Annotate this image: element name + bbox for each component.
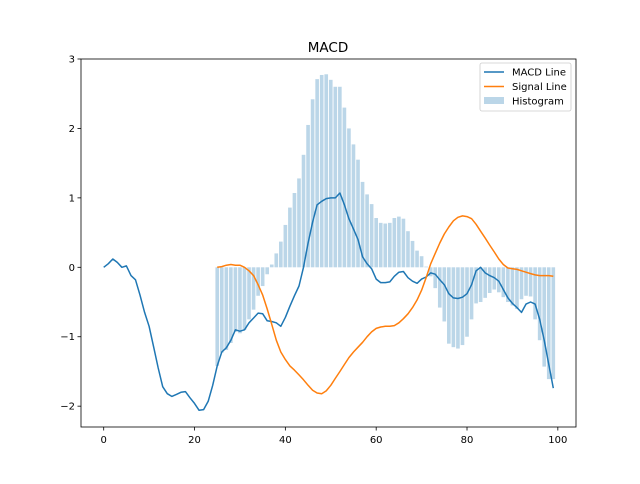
x-tick-label: 60: [370, 435, 383, 446]
legend-label: Histogram: [512, 97, 564, 108]
histogram-bar: [460, 267, 465, 346]
y-tick-label: −1: [60, 332, 75, 343]
macd-line: [103, 192, 555, 412]
histogram-bar: [242, 267, 247, 330]
histogram-bar: [519, 267, 524, 300]
chart-title: MACD: [308, 40, 348, 56]
histogram-bar: [292, 193, 297, 268]
histogram-bar: [537, 267, 542, 341]
histogram-bar: [410, 240, 415, 268]
histogram-bar: [506, 267, 510, 303]
signal-line: [217, 215, 554, 395]
legend-label: Signal Line: [512, 82, 567, 93]
plot-area: [103, 74, 556, 412]
histogram-bar: [310, 99, 315, 268]
y-tick-label: 1: [69, 193, 75, 204]
x-tick-label: 20: [188, 435, 201, 446]
legend-swatch: [484, 97, 504, 104]
histogram-bar: [378, 222, 383, 268]
histogram-bar: [374, 218, 378, 268]
y-tick-label: 0: [69, 263, 75, 274]
histogram-bar: [260, 267, 265, 287]
histogram-bar: [397, 216, 401, 268]
histogram-bar: [238, 267, 242, 334]
histogram-bar: [515, 267, 519, 309]
histogram-bar: [487, 267, 492, 293]
histogram-bar: [288, 207, 292, 268]
histogram-bar: [546, 267, 551, 380]
histogram-bar: [256, 267, 260, 296]
histogram-bar: [215, 267, 220, 366]
histogram-bar: [328, 79, 333, 268]
histogram-bar: [392, 218, 397, 268]
histogram-bar: [224, 267, 229, 350]
histogram-bar: [533, 267, 537, 320]
histogram-bar: [229, 267, 233, 343]
histogram-bar: [456, 267, 460, 349]
histogram-bar: [383, 223, 388, 268]
histogram-bar: [360, 181, 365, 268]
histogram-bar: [501, 267, 506, 298]
legend: MACD Line Signal Line Histogram: [479, 62, 572, 112]
histogram-bar: [437, 267, 442, 308]
histogram-bar: [297, 178, 301, 268]
histogram-bar: [274, 253, 279, 268]
histogram-bar: [451, 267, 456, 348]
histogram-bar: [424, 266, 428, 268]
histogram-bar: [279, 241, 283, 268]
x-tick-label: 40: [279, 435, 292, 446]
histogram-bar: [315, 79, 319, 268]
histogram-bar: [401, 218, 406, 268]
histogram-bar: [365, 194, 369, 268]
histogram-bar: [251, 267, 256, 310]
histogram-bar: [351, 144, 356, 268]
histogram-bar: [465, 267, 469, 337]
histogram-bar: [496, 267, 501, 293]
histogram-bar: [265, 267, 270, 275]
histogram-bar: [469, 267, 474, 320]
histogram-bar: [419, 256, 424, 268]
histogram-bar: [447, 267, 451, 344]
histogram-bar: [369, 204, 374, 268]
histogram-bar: [415, 250, 419, 268]
histogram-bar: [301, 154, 306, 268]
histogram-bar: [319, 74, 324, 268]
histogram-bar: [442, 267, 447, 322]
histogram-bar: [483, 267, 487, 298]
legend-label: MACD Line: [512, 68, 566, 79]
histogram-bar: [333, 86, 338, 268]
y-tick-label: 2: [69, 124, 75, 135]
x-tick-label: 100: [548, 435, 567, 446]
histogram-bar: [324, 74, 329, 268]
histogram-bar: [433, 267, 438, 289]
histogram-bar: [338, 86, 342, 268]
legend-box: [479, 62, 572, 112]
histogram-bar: [342, 107, 347, 268]
axes: 0 20 40 60 80 100 −2 −1 0 1 2 3: [60, 55, 577, 446]
x-tick-label: 80: [461, 435, 474, 446]
histogram-bar: [406, 231, 410, 268]
histogram-bar: [551, 267, 556, 380]
histogram-bar: [269, 264, 274, 268]
histogram-bar: [356, 159, 360, 268]
x-tick-label: 0: [101, 435, 107, 446]
histogram-bar: [233, 267, 238, 332]
histogram-bar: [474, 267, 478, 304]
histogram-bar: [510, 267, 515, 306]
histogram-bar: [219, 267, 224, 353]
histogram-bar: [306, 124, 310, 268]
histogram-bar: [347, 128, 351, 268]
y-tick-label: 3: [69, 55, 75, 66]
axes-frame: [80, 58, 577, 428]
histogram-bar: [528, 267, 533, 297]
histogram-bar: [524, 267, 528, 296]
histogram-bar: [247, 267, 251, 320]
histogram-bar: [478, 267, 483, 303]
histogram-bar: [387, 222, 392, 268]
histogram-bar: [542, 267, 547, 367]
y-tick-label: −2: [60, 402, 75, 413]
histogram-bar: [428, 267, 433, 277]
histogram-bar: [283, 224, 288, 268]
